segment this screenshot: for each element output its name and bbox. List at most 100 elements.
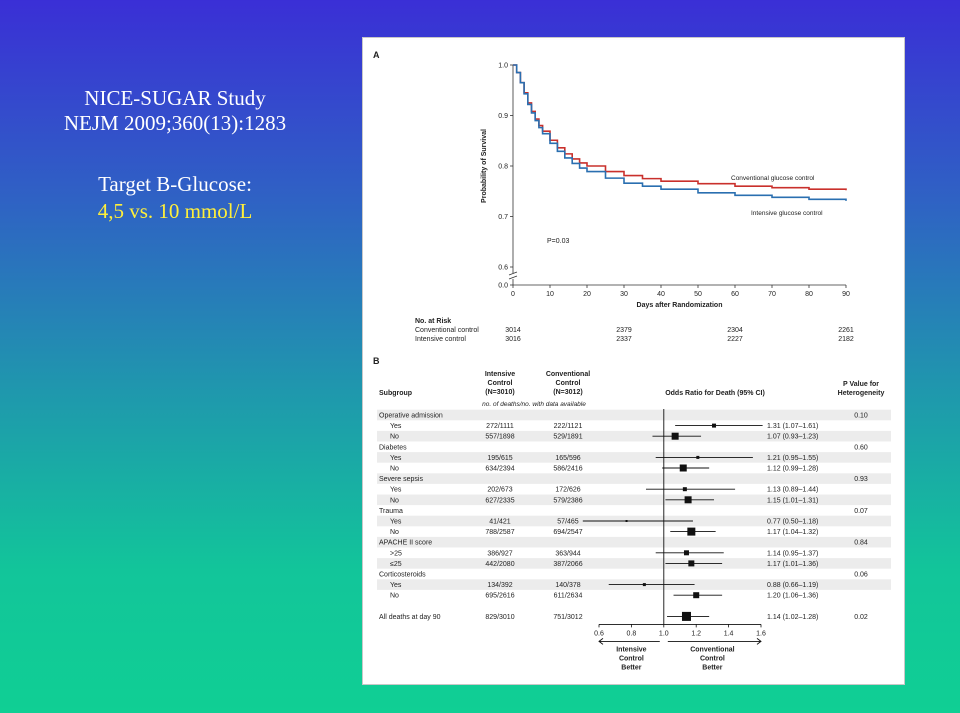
odds-ratio-value: 1.21 (0.95–1.55) bbox=[767, 455, 818, 462]
favors-intensive-label: Better bbox=[621, 664, 642, 671]
y-tick-label: 0.6 bbox=[498, 265, 508, 272]
intensive-count: 202/673 bbox=[487, 487, 512, 494]
conventional-count: 529/1891 bbox=[553, 434, 582, 441]
conventional-count: 172/626 bbox=[555, 487, 580, 494]
citation: NEJM 2009;360(13):1283 bbox=[63, 111, 287, 135]
odds-ratio-value: 0.77 (0.50–1.18) bbox=[767, 519, 818, 526]
y-tick-label: 0.8 bbox=[498, 164, 508, 171]
arrow-right bbox=[667, 638, 762, 645]
x-tick-label: 90 bbox=[842, 291, 850, 298]
overall-label: All deaths at day 90 bbox=[379, 614, 441, 621]
p-value: 0.07 bbox=[854, 508, 868, 515]
favors-conventional-label: Control bbox=[700, 655, 725, 662]
subgroup-level-label: Yes bbox=[390, 455, 402, 462]
odds-ratio-value: 1.07 (0.93–1.23) bbox=[767, 434, 818, 441]
y-axis-title: Probability of Survival bbox=[481, 129, 488, 203]
header-intensive: Intensive bbox=[485, 371, 515, 378]
row-stripe bbox=[377, 409, 891, 421]
odds-ratio-marker bbox=[712, 423, 717, 428]
intensive-count: 272/1111 bbox=[486, 423, 514, 430]
conventional-count: 694/2547 bbox=[553, 529, 582, 536]
header-conventional: Control bbox=[556, 380, 581, 387]
y-tick-label: 0.9 bbox=[498, 113, 508, 120]
header-p-value: P Value for bbox=[843, 381, 879, 388]
p-value: 0.84 bbox=[854, 540, 868, 547]
or-axis-tick-label: 1.4 bbox=[724, 630, 734, 637]
header-p-value: Heterogeneity bbox=[838, 390, 885, 397]
subgroup-heading: Operative admission bbox=[379, 413, 443, 420]
favors-intensive-label: Intensive bbox=[616, 646, 646, 653]
at-risk-row-label: Conventional control bbox=[415, 327, 479, 334]
intensive-count: 386/927 bbox=[487, 550, 512, 557]
header-intensive: (N=3010) bbox=[485, 389, 514, 396]
odds-ratio-value: 1.17 (1.04–1.32) bbox=[767, 529, 818, 536]
p-value: 0.10 bbox=[854, 413, 868, 420]
intensive-survival-curve bbox=[513, 64, 847, 201]
odds-ratio-value: 1.14 (0.95–1.37) bbox=[767, 550, 818, 557]
figure-panel: A 0.0 0.6 0.7 0.8 0.9 1.0 0 10 20 30 40 50 60 70 80 90 Da… bbox=[362, 37, 905, 685]
row-stripe bbox=[377, 494, 891, 506]
header-subtitle: no. of deaths/no. with data available bbox=[482, 401, 586, 408]
odds-ratio-marker bbox=[642, 583, 646, 587]
conventional-count: 140/378 bbox=[555, 582, 580, 589]
odds-ratio-value: 1.14 (1.02–1.28) bbox=[767, 614, 818, 621]
odds-ratio-marker bbox=[687, 527, 696, 536]
odds-ratio-value: 1.13 (0.89–1.44) bbox=[767, 487, 818, 494]
at-risk-row-label: Intensive control bbox=[415, 336, 466, 343]
x-tick-label: 0 bbox=[511, 291, 515, 298]
subgroup-level-label: No bbox=[390, 434, 399, 441]
header-subgroup: Subgroup bbox=[379, 390, 412, 397]
target-values: 4,5 vs. 10 mmol/L bbox=[97, 199, 253, 223]
subgroup-heading: Severe sepsis bbox=[379, 476, 423, 483]
odds-ratio-value: 1.31 (1.07–1.61) bbox=[767, 423, 818, 430]
odds-ratio-marker bbox=[671, 432, 679, 440]
conventional-count: 611/2634 bbox=[554, 593, 583, 600]
conventional-count: 165/596 bbox=[555, 455, 580, 462]
intensive-count: 195/615 bbox=[487, 455, 512, 462]
p-value: 0.06 bbox=[854, 572, 868, 579]
odds-ratio-value: 1.20 (1.06–1.36) bbox=[767, 593, 818, 600]
x-tick-label: 10 bbox=[546, 291, 554, 298]
favors-conventional-label: Better bbox=[702, 664, 723, 671]
conventional-count: 363/944 bbox=[555, 550, 580, 557]
intensive-count: 695/2616 bbox=[485, 593, 514, 600]
slide-title: NICE-SUGAR Study bbox=[84, 86, 266, 110]
x-axis-title: Days after Randomization bbox=[637, 302, 723, 309]
row-stripe bbox=[377, 430, 891, 442]
subgroup-level-label: Yes bbox=[390, 487, 402, 494]
y-tick-label: 1.0 bbox=[498, 63, 508, 70]
odds-ratio-marker bbox=[684, 496, 692, 504]
axis-break-mark bbox=[508, 271, 518, 276]
odds-ratio-marker bbox=[683, 550, 689, 556]
conventional-count: 222/1121 bbox=[554, 423, 583, 430]
intensive-count: 41/421 bbox=[489, 519, 511, 526]
x-tick-label: 40 bbox=[657, 291, 665, 298]
at-risk-value: 2227 bbox=[727, 336, 743, 343]
subgroup-level-label: ≤25 bbox=[390, 561, 402, 568]
subgroup-level-label: No bbox=[390, 497, 399, 504]
header-odds-ratio: Odds Ratio for Death (95% CI) bbox=[665, 390, 765, 397]
axis-break-mark bbox=[508, 275, 518, 280]
y-tick-label: 0.7 bbox=[498, 214, 508, 221]
header-intensive: Control bbox=[488, 380, 513, 387]
p-value: 0.60 bbox=[854, 444, 868, 451]
x-tick-label: 20 bbox=[583, 291, 591, 298]
favors-conventional-label: Conventional bbox=[690, 646, 734, 653]
row-stripe bbox=[377, 452, 891, 463]
subgroup-level-label: Yes bbox=[390, 519, 402, 526]
arrow-left bbox=[598, 638, 660, 645]
odds-ratio-marker bbox=[682, 487, 687, 492]
x-tick-label: 70 bbox=[768, 291, 776, 298]
conventional-count: 586/2416 bbox=[553, 466, 582, 473]
subgroup-heading: Corticosteroids bbox=[379, 572, 426, 579]
intensive-count: 627/2335 bbox=[485, 497, 514, 504]
row-stripe bbox=[377, 536, 891, 548]
subgroup-level-label: Yes bbox=[390, 582, 402, 589]
or-axis-tick-label: 1.2 bbox=[691, 630, 701, 637]
or-axis-tick-label: 1.0 bbox=[659, 630, 669, 637]
series-label-conventional: Conventional glucose control bbox=[731, 175, 815, 182]
conventional-survival-curve bbox=[513, 64, 847, 191]
p-value: 0.93 bbox=[854, 476, 868, 483]
subgroup-level-label: No bbox=[390, 529, 399, 536]
odds-ratio-marker bbox=[681, 611, 691, 621]
